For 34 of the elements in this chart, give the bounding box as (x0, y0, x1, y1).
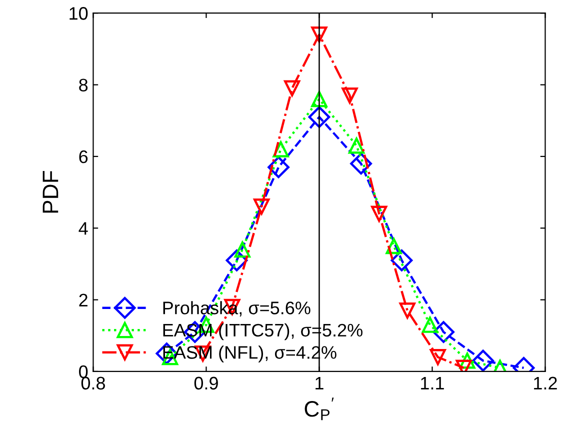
point (268, 156, 290, 178)
x-tick-label: 1.1 (421, 376, 444, 390)
y-tick-label: 0 (79, 365, 88, 378)
point (254, 198, 270, 215)
point (371, 206, 388, 222)
point (472, 350, 494, 372)
point (226, 249, 248, 272)
point (342, 87, 358, 104)
point (311, 91, 328, 108)
y-tick-label: 6 (79, 150, 88, 164)
x-axis-title: C$_{P}$$^{′}$ (304, 398, 334, 420)
y-tick-label: 2 (79, 294, 88, 306)
point (422, 316, 438, 333)
y-tick-label: 4 (78, 222, 88, 235)
point (272, 141, 289, 158)
point (348, 138, 365, 154)
y-tick-label: 8 (79, 78, 88, 92)
point (234, 242, 250, 258)
point (308, 106, 330, 128)
point (459, 352, 476, 369)
point (311, 26, 328, 43)
point (284, 80, 300, 96)
x-tick-label: 1 (316, 376, 324, 390)
point (386, 238, 402, 254)
point (399, 302, 416, 319)
point (430, 349, 446, 366)
y-axis-title: PDF (42, 170, 58, 213)
y-tick-label: 10 (70, 7, 88, 20)
x-tick-label: 0.9 (194, 376, 218, 390)
point (350, 152, 372, 175)
x-tick-label: 1.2 (534, 376, 557, 390)
point (432, 321, 454, 343)
x-tick-label: 0.8 (81, 376, 105, 390)
point (390, 249, 413, 272)
